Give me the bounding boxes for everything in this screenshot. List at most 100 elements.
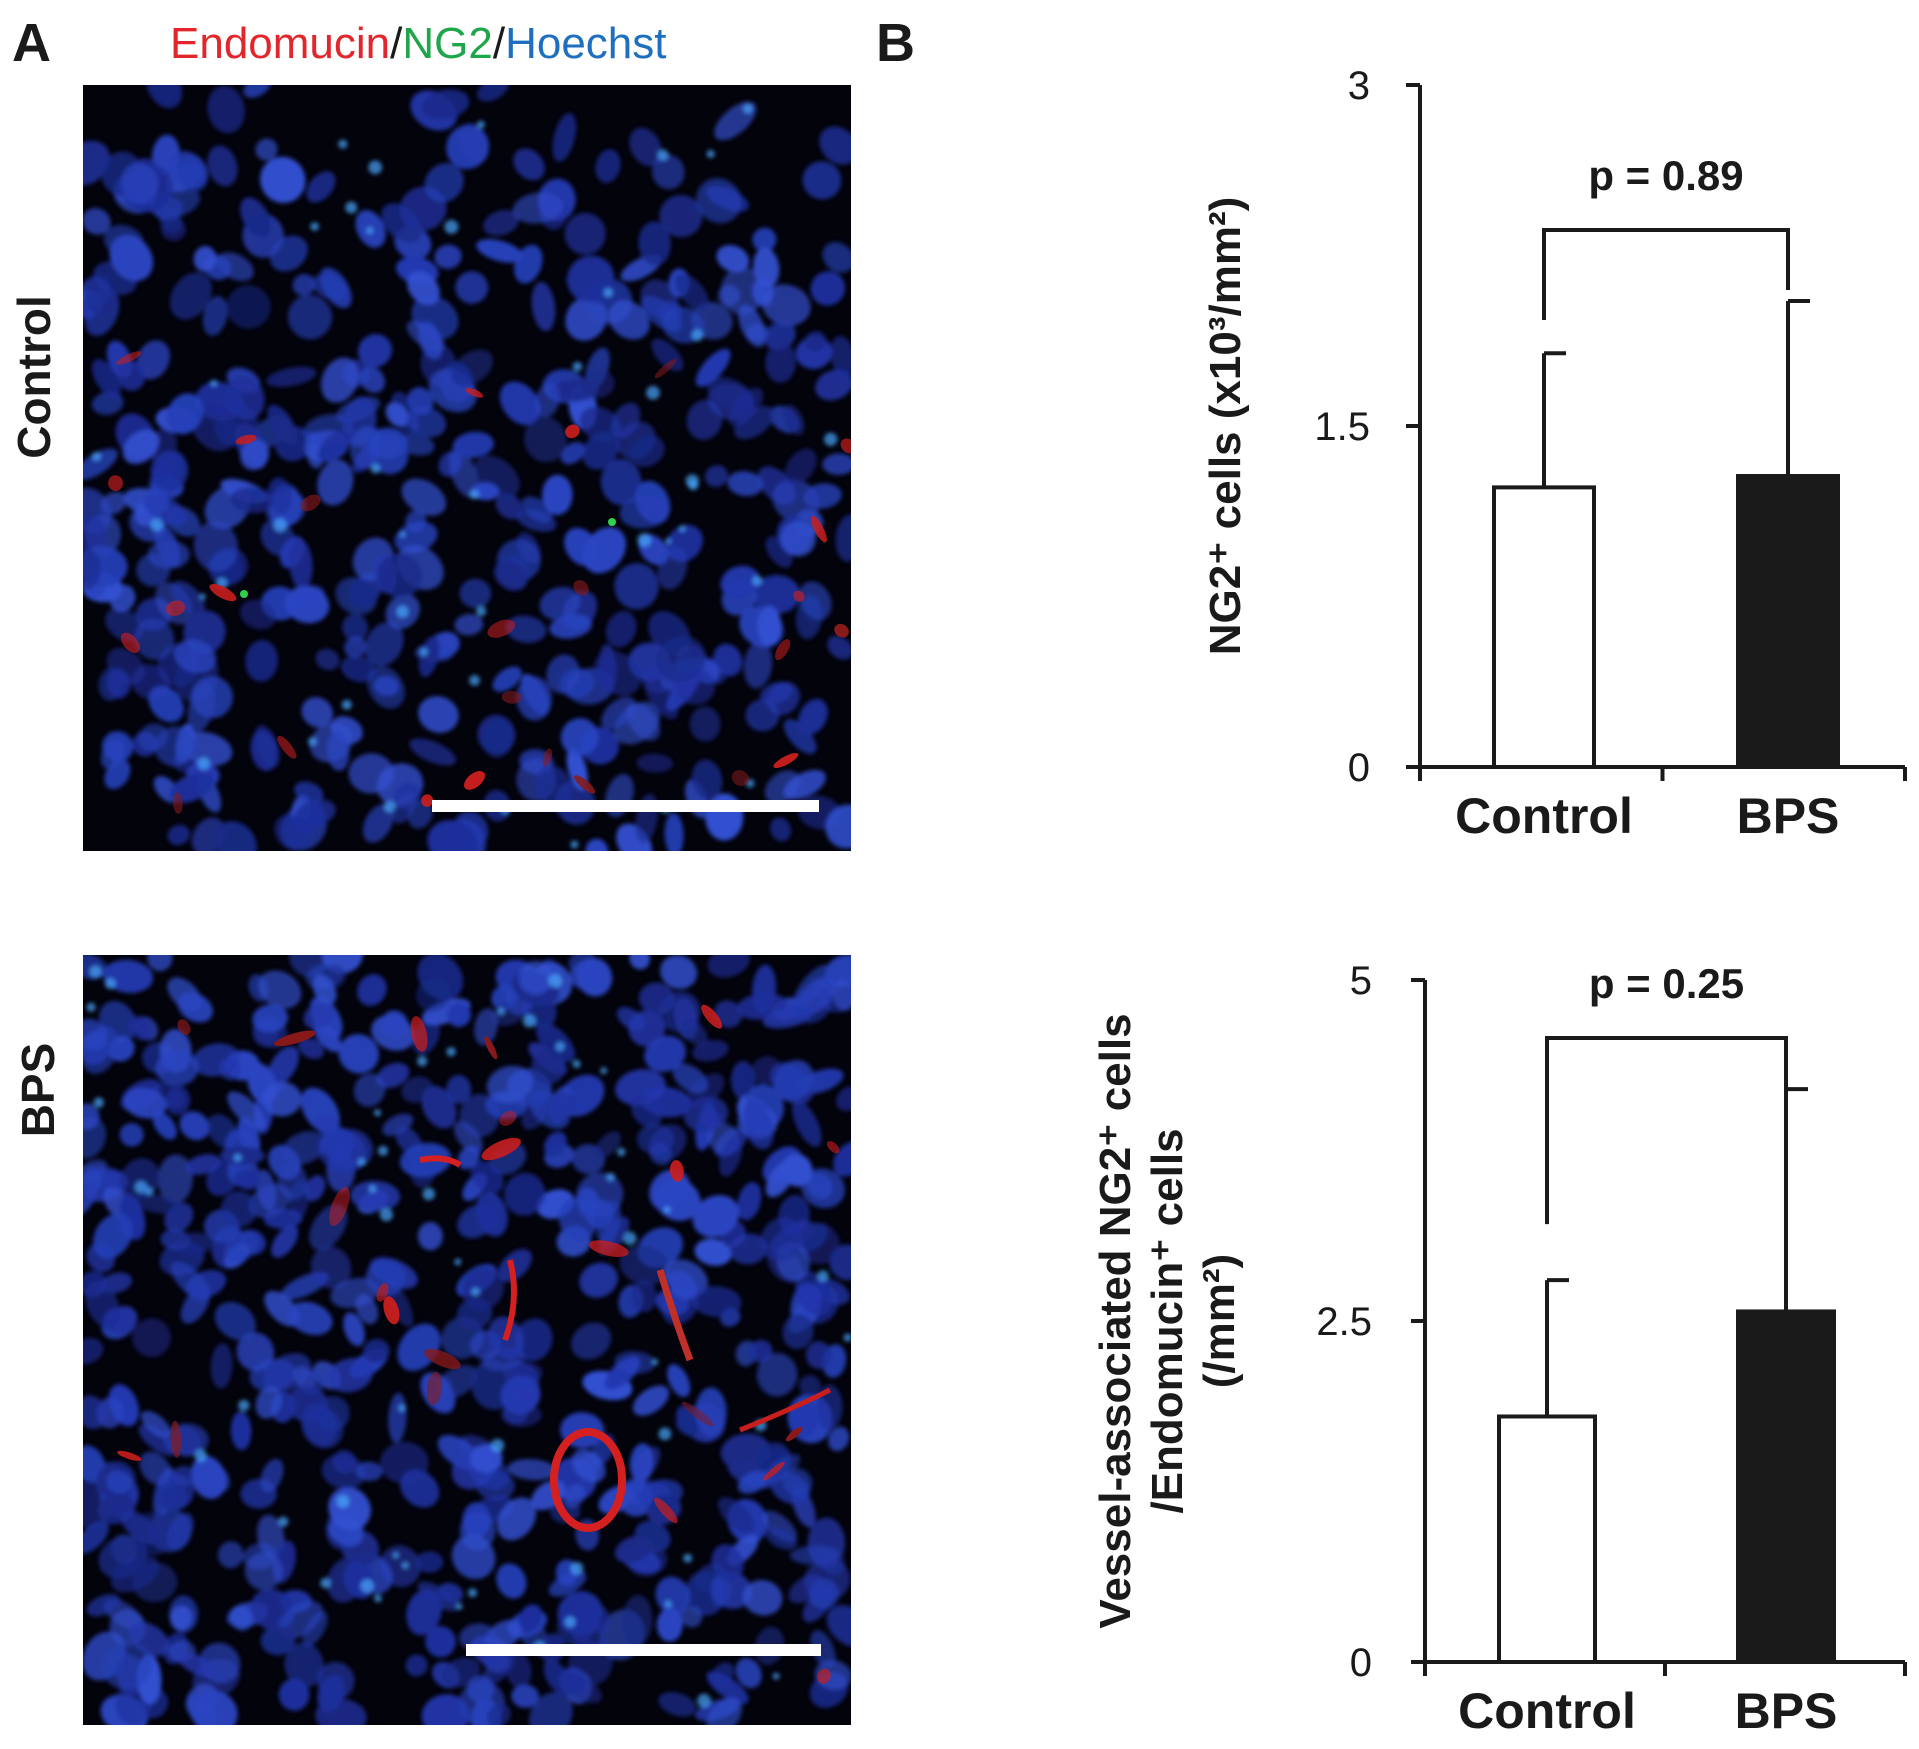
nucleus xyxy=(255,1386,282,1419)
nucleus-bright xyxy=(104,978,116,990)
nucleus xyxy=(103,1306,137,1334)
nucleus xyxy=(312,1020,342,1053)
nucleus xyxy=(214,1302,256,1340)
nucleus xyxy=(629,435,665,467)
bar-control xyxy=(1497,1414,1597,1664)
nucleus-bright xyxy=(617,1147,626,1157)
nucleus xyxy=(83,1395,107,1430)
nucleus xyxy=(304,1175,326,1202)
nucleus xyxy=(706,1697,743,1725)
nucleus xyxy=(827,635,851,660)
nucleus xyxy=(689,706,721,742)
nucleus xyxy=(170,1261,211,1302)
vessel-signal xyxy=(826,1141,840,1154)
micrograph-control xyxy=(83,85,851,851)
nucleus xyxy=(240,439,270,471)
vessel-signal xyxy=(419,1155,462,1168)
nucleus xyxy=(815,369,851,401)
nucleus xyxy=(696,177,742,224)
nucleus xyxy=(250,729,278,772)
nucleus xyxy=(326,731,350,771)
nucleus xyxy=(153,523,181,568)
nucleus xyxy=(804,331,827,352)
nucleus-bright xyxy=(360,1579,375,1593)
nucleus xyxy=(707,955,750,978)
nucleus xyxy=(531,1048,567,1085)
vessel-signal xyxy=(235,434,257,445)
vessel-signal xyxy=(834,623,849,638)
nucleus-bright xyxy=(368,160,383,175)
vessel-signal xyxy=(701,1004,723,1029)
nucleus xyxy=(595,149,621,183)
nucleus xyxy=(260,1458,284,1493)
nucleus xyxy=(658,1692,696,1717)
nucleus xyxy=(252,1004,289,1033)
nucleus-bright xyxy=(338,139,348,149)
stain-part: / xyxy=(390,19,403,68)
vessel-signal xyxy=(376,1283,389,1302)
micrograph-bps xyxy=(83,955,851,1725)
nucleus xyxy=(783,769,826,800)
nucleus xyxy=(752,574,801,614)
vessel-signal xyxy=(573,775,596,794)
nucleus-bright xyxy=(86,1002,96,1012)
nucleus xyxy=(338,1034,379,1074)
nucleus-bright xyxy=(210,379,218,387)
nucleus xyxy=(803,483,842,509)
nucleus xyxy=(266,366,317,387)
nucleus xyxy=(492,666,522,692)
nucleus xyxy=(83,1159,108,1184)
nucleus-bright xyxy=(444,219,459,234)
vessel-signal xyxy=(300,494,321,512)
nucleus xyxy=(202,296,228,336)
vessel-signal xyxy=(731,770,750,787)
nucleus xyxy=(714,1000,742,1028)
nucleus xyxy=(614,1351,656,1374)
nucleus xyxy=(619,495,670,529)
nucleus xyxy=(380,1441,429,1484)
nucleus xyxy=(757,605,782,647)
nucleus xyxy=(172,1465,194,1487)
vessel-signal xyxy=(739,1387,832,1433)
nucleus-bright xyxy=(491,1438,505,1452)
nucleus xyxy=(236,1332,275,1372)
nucleus xyxy=(303,1002,336,1029)
nucleus xyxy=(424,163,464,203)
nucleus xyxy=(210,1343,233,1389)
y-tick-label: 0 xyxy=(1348,746,1370,790)
nucleus xyxy=(133,618,175,661)
nucleus xyxy=(716,245,750,273)
nucleus xyxy=(499,381,541,426)
vessel-signal xyxy=(654,358,677,379)
nucleus xyxy=(658,991,701,1032)
vessel-signal xyxy=(177,1019,191,1035)
nucleus xyxy=(752,227,777,252)
nucleus xyxy=(233,1169,261,1190)
bar-chart-vessel-associated: 0 2.5 5 Control BPS p = 0.25 Vessel-associated… xyxy=(1091,959,1907,1739)
nucleus xyxy=(497,1249,532,1282)
nucleus xyxy=(475,1470,515,1501)
y-tick-label: 0 xyxy=(1350,1641,1372,1685)
nucleus xyxy=(171,581,206,616)
nucleus-bright xyxy=(623,1231,637,1245)
vessel-signal xyxy=(484,1036,498,1060)
nucleus xyxy=(484,1619,522,1651)
nucleus xyxy=(355,1461,383,1482)
nucleus xyxy=(83,1271,107,1298)
nucleus xyxy=(348,753,394,794)
nucleus xyxy=(593,650,642,696)
nucleus xyxy=(103,224,144,258)
nucleus-bright xyxy=(91,451,102,462)
nucleus xyxy=(487,1703,511,1725)
nucleus xyxy=(185,1154,221,1175)
nucleus xyxy=(143,493,188,527)
nucleus xyxy=(640,279,679,318)
vessel-signal xyxy=(502,1259,517,1342)
vessel-signal xyxy=(573,580,589,596)
nucleus xyxy=(504,1172,546,1216)
vessel-signal xyxy=(410,1016,428,1052)
nucleus xyxy=(810,1630,836,1669)
bar-bps xyxy=(1736,1309,1836,1665)
nucleus xyxy=(511,1684,540,1708)
